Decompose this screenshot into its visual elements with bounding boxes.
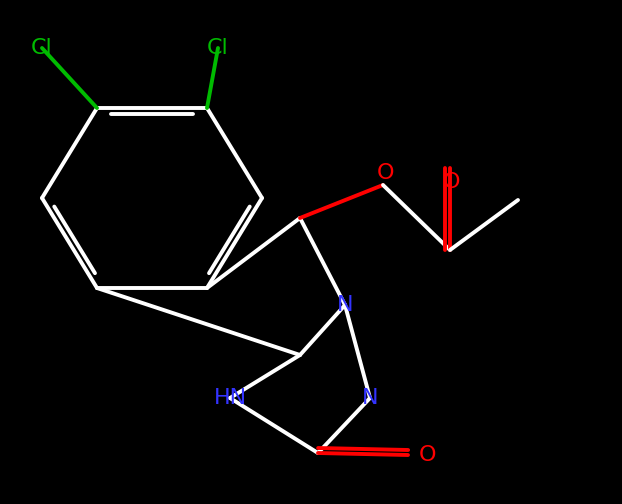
Text: O: O [419,445,437,465]
Text: N: N [337,295,353,315]
Text: N: N [362,388,378,408]
Text: O: O [443,172,461,192]
Text: O: O [376,163,394,183]
Text: HN: HN [213,388,246,408]
Text: Cl: Cl [207,38,229,58]
Text: Cl: Cl [31,38,53,58]
